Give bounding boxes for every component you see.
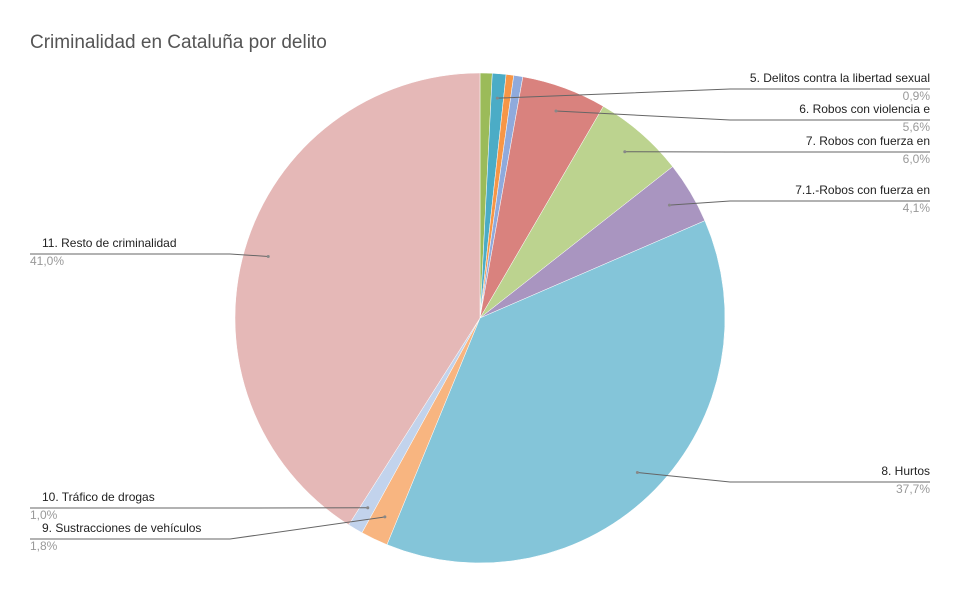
slice-value-label: 41,0%	[30, 254, 64, 268]
leader-dot	[266, 254, 270, 258]
leader-line	[497, 88, 930, 99]
chart-title: Criminalidad en Cataluña por delito	[30, 32, 327, 53]
slice-value-label: 37,7%	[896, 482, 930, 496]
leader-line	[637, 471, 930, 483]
leader-dot	[623, 150, 627, 154]
leader-line	[30, 253, 269, 257]
slice-label: 7.1.-Robos con fuerza en	[795, 183, 930, 197]
slice-label: 7. Robos con fuerza en	[806, 134, 930, 148]
slice-label: 6. Robos con violencia e	[799, 102, 930, 116]
slice-value-label: 0,9%	[903, 89, 931, 103]
slice-label: 11. Resto de criminalidad	[42, 236, 177, 250]
leader-dot	[495, 96, 499, 100]
slice-label: 5. Delitos contra la libertad sexual	[750, 71, 930, 85]
leader-dot	[383, 515, 387, 519]
slice-label: 8. Hurtos	[881, 464, 930, 478]
leader-line	[555, 110, 930, 121]
leader-dot	[635, 470, 639, 474]
slice-value-label: 1,0%	[30, 508, 58, 522]
leader-dot	[667, 203, 671, 207]
leader-dot	[554, 109, 558, 113]
slice-value-label: 5,6%	[903, 120, 931, 134]
slice-value-label: 1,8%	[30, 539, 58, 553]
pie-slice	[234, 72, 481, 526]
slice-value-label: 4,1%	[903, 201, 931, 215]
leader-dot	[366, 506, 370, 510]
slice-label: 10. Tráfico de drogas	[42, 490, 155, 504]
leader-line	[669, 200, 930, 206]
pie-slice	[386, 220, 726, 564]
slice-label: 9. Sustracciones de vehículos	[42, 521, 201, 535]
leader-line	[30, 516, 385, 540]
slice-value-label: 6,0%	[903, 152, 931, 166]
